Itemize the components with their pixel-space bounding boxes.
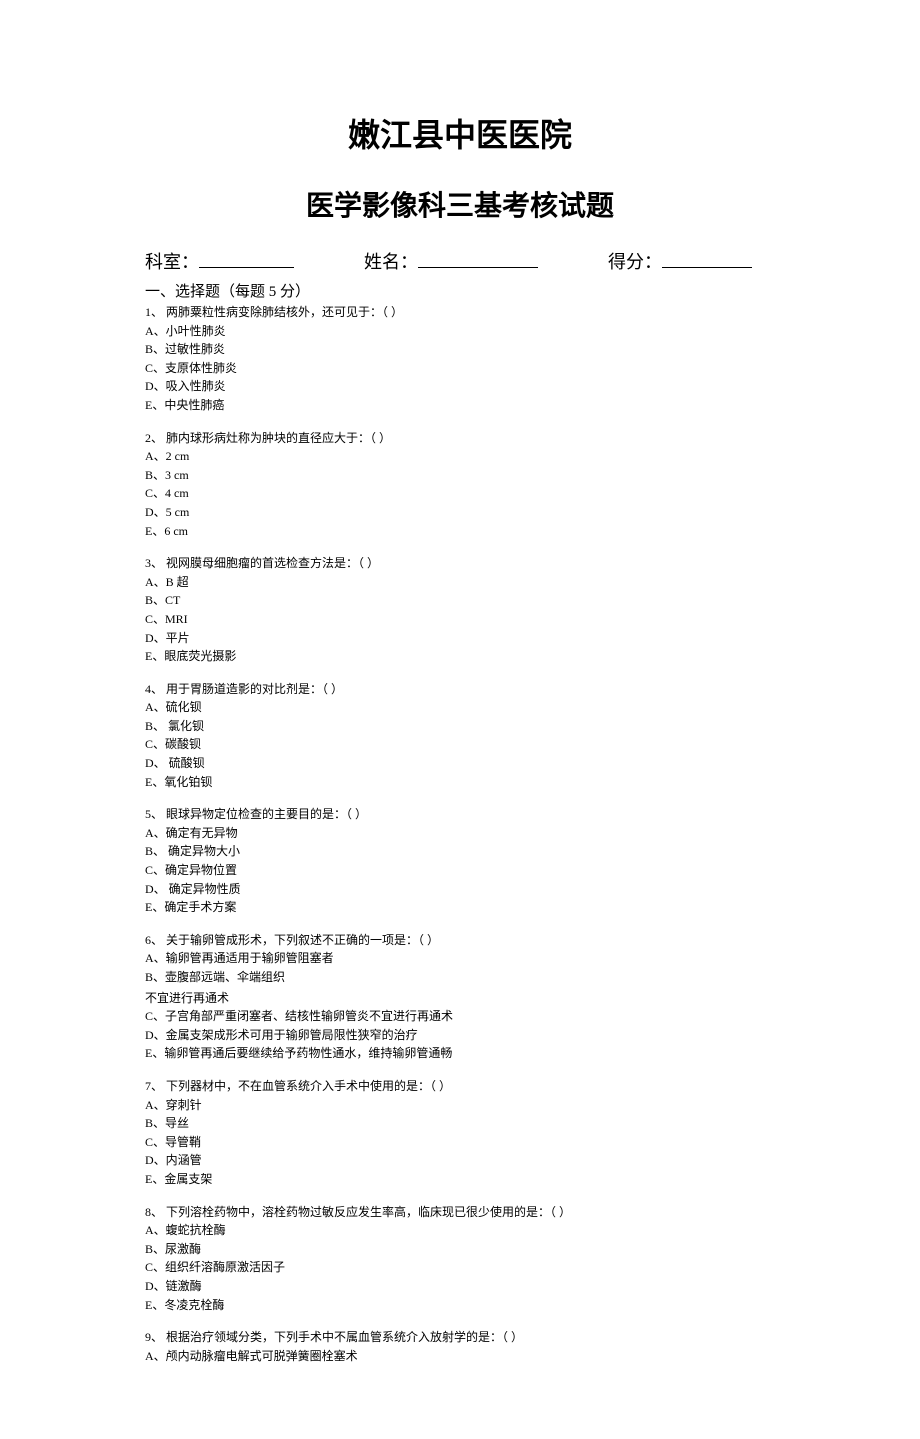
question: 2、 肺内球形病灶称为肿块的直径应大于：（ ）A、2 cmB、3 cmC、4 c… [145, 429, 775, 541]
name-blank[interactable] [418, 249, 538, 268]
department-blank[interactable] [199, 249, 294, 268]
question-option: A、小叶性肺炎 [145, 322, 775, 341]
question-stem: 5、 眼球异物定位检查的主要目的是：（ ） [145, 805, 775, 824]
score-label: 得分： [608, 248, 662, 274]
question-stem: 7、 下列器材中，不在血管系统介入手术中使用的是：（ ） [145, 1077, 775, 1096]
question: 7、 下列器材中，不在血管系统介入手术中使用的是：（ ）A、穿刺针B、导丝C、导… [145, 1077, 775, 1189]
question: 4、 用于胃肠道造影的对比剂是：（ ）A、硫化钡B、 氯化钡C、碳酸钡D、 硫酸… [145, 680, 775, 792]
question-option: B、3 cm [145, 466, 775, 485]
question-option: A、硫化钡 [145, 698, 775, 717]
question-option: C、组织纤溶酶原激活因子 [145, 1258, 775, 1277]
question: 6、 关于输卵管成形术，下列叙述不正确的一项是：（ ）A、输卵管再通适用于输卵管… [145, 931, 775, 1063]
question-option: D、 硫酸钡 [145, 754, 775, 773]
question-option: C、导管鞘 [145, 1133, 775, 1152]
question-option: A、颅内动脉瘤电解式可脱弹簧圈栓塞术 [145, 1347, 775, 1366]
question-option: B、CT [145, 591, 775, 610]
question-option: E、冬凌克栓酶 [145, 1296, 775, 1315]
question-option: A、穿刺针 [145, 1096, 775, 1115]
question-option: A、确定有无异物 [145, 824, 775, 843]
score-field: 得分： [608, 248, 752, 274]
exam-page: 嫩江县中医医院 医学影像科三基考核试题 科室： 姓名： 得分： 一、选择题（每题… [0, 0, 920, 1439]
question-option: D、5 cm [145, 503, 775, 522]
question-option: A、B 超 [145, 573, 775, 592]
question-option: B、过敏性肺炎 [145, 340, 775, 359]
question-stem: 3、 视网膜母细胞瘤的首选检查方法是：（ ） [145, 554, 775, 573]
question-option: C、子宫角部严重闭塞者、结核性输卵管炎不宜进行再通术 [145, 1007, 775, 1026]
question-option: C、碳酸钡 [145, 735, 775, 754]
exam-title: 医学影像科三基考核试题 [145, 184, 775, 224]
question-option: B、 氯化钡 [145, 717, 775, 736]
question: 3、 视网膜母细胞瘤的首选检查方法是：（ ）A、B 超B、CTC、MRID、平片… [145, 554, 775, 666]
question-option: E、输卵管再通后要继续给予药物性通水，维持输卵管通畅 [145, 1044, 775, 1063]
question-option: D、吸入性肺炎 [145, 377, 775, 396]
question: 9、 根据治疗领域分类，下列手术中不属血管系统介入放射学的是：（ ）A、颅内动脉… [145, 1328, 775, 1365]
question-option: D、金属支架成形术可用于输卵管局限性狭窄的治疗 [145, 1026, 775, 1045]
question-option: C、4 cm [145, 484, 775, 503]
score-blank[interactable] [662, 249, 752, 268]
section-header: 一、选择题（每题 5 分） [145, 280, 775, 301]
question-option: D、 确定异物性质 [145, 880, 775, 899]
question-stem: 8、 下列溶栓药物中，溶栓药物过敏反应发生率高，临床现已很少使用的是：（ ） [145, 1203, 775, 1222]
question: 5、 眼球异物定位检查的主要目的是：（ ）A、确定有无异物B、 确定异物大小C、… [145, 805, 775, 917]
question-stem: 9、 根据治疗领域分类，下列手术中不属血管系统介入放射学的是：（ ） [145, 1328, 775, 1347]
question-option: D、内涵管 [145, 1151, 775, 1170]
question-option: E、金属支架 [145, 1170, 775, 1189]
question-option: C、确定异物位置 [145, 861, 775, 880]
question-option: D、链激酶 [145, 1277, 775, 1296]
question-option: C、MRI [145, 610, 775, 629]
question-option: C、支原体性肺炎 [145, 359, 775, 378]
header-fields: 科室： 姓名： 得分： [145, 248, 775, 274]
question-option: A、输卵管再通适用于输卵管阻塞者 [145, 949, 775, 968]
question-stem: 2、 肺内球形病灶称为肿块的直径应大于：（ ） [145, 429, 775, 448]
question: 1、 两肺粟粒性病变除肺结核外，还可见于：（ ）A、小叶性肺炎B、过敏性肺炎C、… [145, 303, 775, 415]
department-field: 科室： [145, 248, 294, 274]
question-stem: 1、 两肺粟粒性病变除肺结核外，还可见于：（ ） [145, 303, 775, 322]
question-option: E、6 cm [145, 522, 775, 541]
question-option: E、氧化铂钡 [145, 773, 775, 792]
hospital-title: 嫩江县中医医院 [145, 110, 775, 156]
question-option: E、中央性肺癌 [145, 396, 775, 415]
name-field: 姓名： [364, 248, 538, 274]
question-option: D、平片 [145, 629, 775, 648]
questions-container: 1、 两肺粟粒性病变除肺结核外，还可见于：（ ）A、小叶性肺炎B、过敏性肺炎C、… [145, 303, 775, 1365]
question-note: 不宜进行再通术 [145, 989, 775, 1008]
question: 8、 下列溶栓药物中，溶栓药物过敏反应发生率高，临床现已很少使用的是：（ ）A、… [145, 1203, 775, 1315]
question-stem: 4、 用于胃肠道造影的对比剂是：（ ） [145, 680, 775, 699]
question-stem: 6、 关于输卵管成形术，下列叙述不正确的一项是：（ ） [145, 931, 775, 950]
question-option: B、 确定异物大小 [145, 842, 775, 861]
question-option: A、2 cm [145, 447, 775, 466]
question-option: E、眼底荧光摄影 [145, 647, 775, 666]
question-option: B、壶腹部远端、伞端组织 [145, 968, 775, 987]
question-option: B、导丝 [145, 1114, 775, 1133]
question-option: B、尿激酶 [145, 1240, 775, 1259]
question-option: E、确定手术方案 [145, 898, 775, 917]
name-label: 姓名： [364, 248, 418, 274]
question-option: A、蝮蛇抗栓酶 [145, 1221, 775, 1240]
department-label: 科室： [145, 248, 199, 274]
